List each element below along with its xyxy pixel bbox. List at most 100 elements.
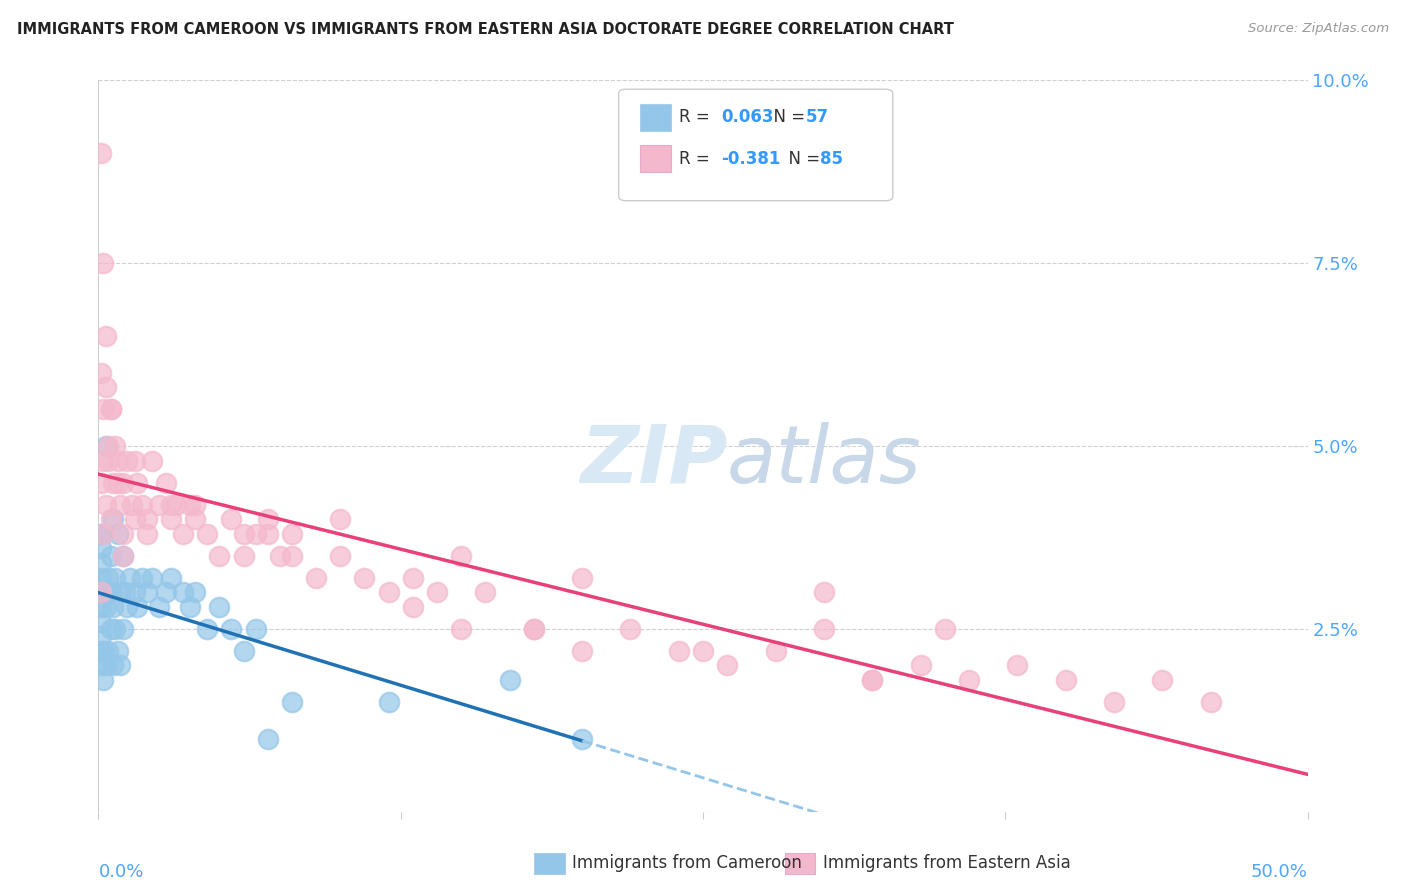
Point xyxy=(571,571,593,585)
Point xyxy=(90,629,112,643)
Point xyxy=(141,453,163,467)
Point xyxy=(910,658,932,673)
Text: N =: N = xyxy=(763,108,811,126)
Point xyxy=(208,549,231,563)
Point xyxy=(90,571,112,585)
Point xyxy=(256,731,278,746)
Text: IMMIGRANTS FROM CAMEROON VS IMMIGRANTS FROM EASTERN ASIA DOCTORATE DEGREE CORREL: IMMIGRANTS FROM CAMEROON VS IMMIGRANTS F… xyxy=(17,22,953,37)
Text: -0.381: -0.381 xyxy=(721,150,780,168)
Point xyxy=(90,615,112,629)
Point xyxy=(765,644,787,658)
Point xyxy=(860,673,883,687)
Text: Immigrants from Cameroon: Immigrants from Cameroon xyxy=(572,855,801,872)
Point xyxy=(104,439,127,453)
Point xyxy=(498,673,520,687)
Point xyxy=(90,475,112,490)
Point xyxy=(571,731,593,746)
Point xyxy=(716,658,738,673)
Point xyxy=(135,526,157,541)
Point xyxy=(111,475,134,490)
Point xyxy=(94,380,117,394)
Point xyxy=(957,673,980,687)
Point xyxy=(118,571,141,585)
Point xyxy=(1054,673,1077,687)
Point xyxy=(124,585,146,599)
Point xyxy=(101,658,124,673)
Point xyxy=(91,526,114,541)
Point xyxy=(94,439,117,453)
Point xyxy=(195,526,218,541)
Point xyxy=(90,599,112,614)
Point xyxy=(281,526,304,541)
Point xyxy=(90,585,112,599)
Text: Immigrants from Eastern Asia: Immigrants from Eastern Asia xyxy=(823,855,1070,872)
Point xyxy=(571,644,593,658)
Point xyxy=(107,475,129,490)
Text: 57: 57 xyxy=(806,108,828,126)
Point xyxy=(474,585,496,599)
Point xyxy=(100,402,122,417)
Point xyxy=(1199,695,1222,709)
Text: 0.0%: 0.0% xyxy=(98,863,143,881)
Point xyxy=(195,622,218,636)
Point xyxy=(100,549,122,563)
Text: 85: 85 xyxy=(820,150,842,168)
Point xyxy=(692,644,714,658)
Point xyxy=(450,622,472,636)
Point xyxy=(97,439,120,453)
Point xyxy=(127,475,149,490)
Point xyxy=(90,644,112,658)
Point xyxy=(148,599,170,614)
Point xyxy=(97,644,120,658)
Point xyxy=(353,571,375,585)
Point xyxy=(91,673,114,687)
Point xyxy=(107,644,129,658)
Point xyxy=(100,585,122,599)
Point xyxy=(94,498,117,512)
Point xyxy=(108,658,131,673)
Point xyxy=(117,599,139,614)
Point xyxy=(108,585,131,599)
Point xyxy=(172,526,194,541)
Point xyxy=(90,366,112,380)
Text: 50.0%: 50.0% xyxy=(1251,863,1308,881)
Point xyxy=(208,599,231,614)
Point xyxy=(90,556,112,570)
Point xyxy=(107,526,129,541)
Text: N =: N = xyxy=(778,150,825,168)
Point xyxy=(91,585,114,599)
Point xyxy=(100,622,122,636)
Point xyxy=(1007,658,1029,673)
Text: atlas: atlas xyxy=(727,422,922,500)
Point xyxy=(305,571,328,585)
Point xyxy=(232,549,254,563)
Point xyxy=(124,512,146,526)
Point xyxy=(860,673,883,687)
Point xyxy=(179,498,201,512)
Point xyxy=(165,498,187,512)
Point xyxy=(232,526,254,541)
Point xyxy=(402,571,425,585)
Point xyxy=(160,512,183,526)
Point xyxy=(131,498,153,512)
Point xyxy=(221,622,243,636)
Point xyxy=(281,549,304,563)
Point xyxy=(100,512,122,526)
Point xyxy=(91,256,114,270)
Point xyxy=(813,622,835,636)
Point xyxy=(1152,673,1174,687)
Point xyxy=(1102,695,1125,709)
Text: R =: R = xyxy=(679,108,716,126)
Text: R =: R = xyxy=(679,150,716,168)
Point xyxy=(101,599,124,614)
Point xyxy=(107,453,129,467)
Point xyxy=(90,526,112,541)
Text: Source: ZipAtlas.com: Source: ZipAtlas.com xyxy=(1249,22,1389,36)
Point xyxy=(377,695,399,709)
Point xyxy=(127,599,149,614)
Point xyxy=(523,622,546,636)
Point xyxy=(90,658,112,673)
Point xyxy=(160,498,183,512)
Point xyxy=(90,585,112,599)
Point xyxy=(184,512,207,526)
